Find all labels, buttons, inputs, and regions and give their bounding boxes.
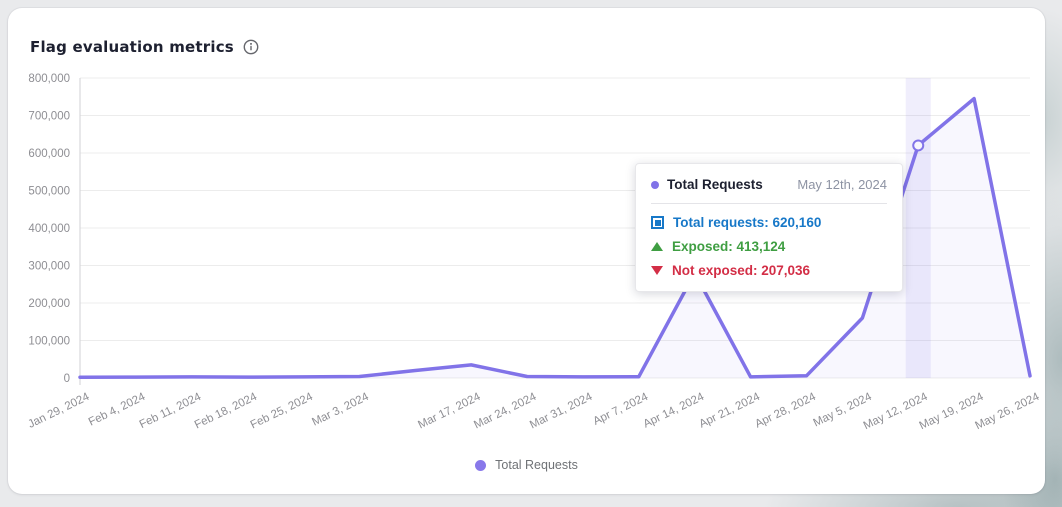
- y-axis-tick-label: 600,000: [28, 148, 70, 160]
- tooltip-row-text: Total requests: 620,160: [673, 215, 822, 230]
- y-axis-tick-label: 0: [64, 373, 70, 385]
- triangle-down-icon: [651, 266, 663, 275]
- tooltip-row-text: Exposed: 413,124: [672, 239, 786, 254]
- tooltip-row-exposed: Exposed: 413,124: [651, 239, 887, 254]
- x-axis-tick-label: Apr 21, 2024: [697, 391, 762, 431]
- x-axis-tick-label: Apr 28, 2024: [753, 391, 818, 431]
- x-axis-tick-label: May 26, 2024: [973, 391, 1041, 433]
- tooltip-row-not-exposed: Not exposed: 207,036: [651, 263, 887, 278]
- page-title: Flag evaluation metrics: [30, 38, 234, 56]
- x-axis-tick-label: Mar 3, 2024: [310, 391, 371, 429]
- tooltip-row-total-requests: Total requests: 620,160: [651, 215, 887, 230]
- tooltip-series-label: Total Requests: [667, 177, 763, 192]
- x-axis-tick-label: Feb 25, 2024: [249, 391, 316, 432]
- x-axis-tick-label: Apr 14, 2024: [642, 391, 707, 431]
- legend-item-total-requests[interactable]: Total Requests: [8, 458, 1045, 472]
- x-axis-tick-label: Feb 11, 2024: [138, 391, 204, 431]
- legend-dot-icon: [475, 459, 487, 471]
- y-axis-tick-label: 800,000: [28, 73, 70, 85]
- tooltip-header: Total Requests May 12th, 2024: [636, 164, 902, 203]
- series-dot-icon: [651, 180, 659, 189]
- chart-tooltip: Total Requests May 12th, 2024 Total requ…: [635, 163, 903, 292]
- x-axis-tick-label: Mar 24, 2024: [472, 391, 539, 432]
- y-axis-tick-label: 100,000: [28, 336, 70, 348]
- x-axis-tick-label: Jan 29, 2024: [26, 391, 92, 431]
- y-axis-tick-label: 500,000: [28, 186, 70, 198]
- tooltip-divider: [651, 203, 887, 204]
- y-axis-tick-label: 200,000: [28, 298, 70, 310]
- info-icon[interactable]: [243, 39, 259, 55]
- y-axis-tick-label: 700,000: [28, 111, 70, 123]
- card-header: Flag evaluation metrics: [30, 38, 259, 56]
- triangle-up-icon: [651, 242, 663, 251]
- tooltip-rows: Total requests: 620,160 Exposed: 413,124…: [636, 204, 902, 291]
- total-requests-area: [80, 98, 1030, 378]
- y-axis-tick-label: 300,000: [28, 261, 70, 273]
- tooltip-row-text: Not exposed: 207,036: [672, 263, 811, 278]
- legend-label: Total Requests: [495, 458, 578, 472]
- square-in-square-icon: [651, 216, 664, 229]
- y-axis-tick-label: 400,000: [28, 223, 70, 235]
- tooltip-date: May 12th, 2024: [797, 177, 887, 192]
- x-axis-tick-label: Feb 18, 2024: [193, 391, 260, 432]
- x-axis-tick-label: Mar 31, 2024: [528, 391, 595, 432]
- active-data-point-marker[interactable]: [912, 139, 925, 152]
- x-axis-tick-label: Mar 17, 2024: [416, 391, 483, 432]
- gridlines: 0 100,000 200,000 300,000 400,000 500,000 600,…: [28, 73, 1030, 385]
- hover-highlight-band: [905, 78, 931, 378]
- flag-evaluation-line-chart[interactable]: 0 100,000 200,000 300,000 400,000 500,000 600,…: [8, 8, 1045, 448]
